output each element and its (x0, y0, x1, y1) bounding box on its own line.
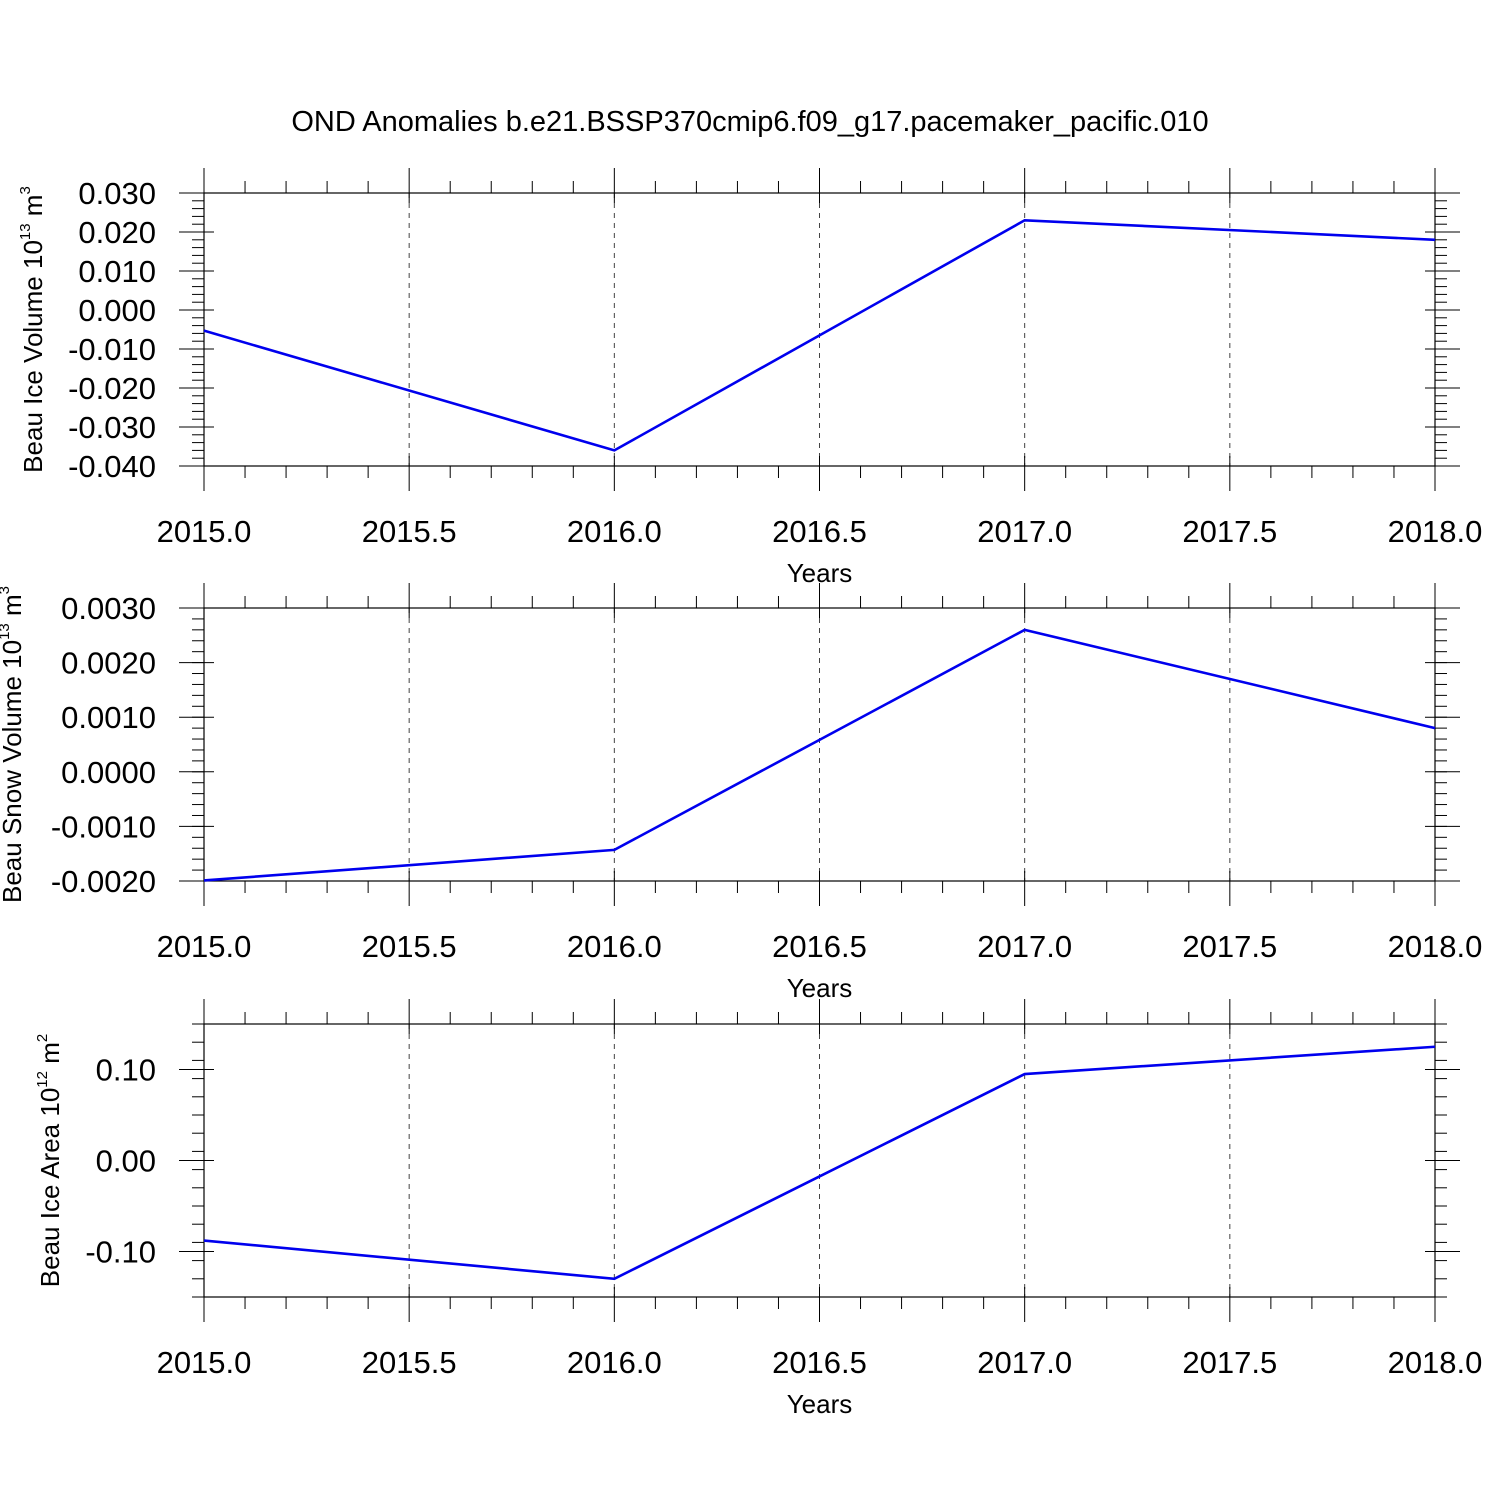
y-tick-label: 0.0010 (61, 700, 156, 735)
y-tick-label: -0.040 (68, 449, 156, 484)
y-tick-label: -0.0020 (51, 864, 156, 899)
y-tick-label: 0.0000 (61, 755, 156, 790)
x-tick-label: 2017.0 (977, 1345, 1072, 1380)
x-tick-label: 2018.0 (1388, 1345, 1483, 1380)
x-tick-label: 2017.5 (1182, 1345, 1277, 1380)
y-tick-label: 0.010 (78, 254, 156, 289)
x-tick-label: 2018.0 (1388, 514, 1483, 549)
panel-1: 2015.0 2015.5 2016.0 2016.5 2017.0 2017.5 2018… (17, 168, 1482, 588)
y-axis-label: Beau Ice Area 1012 m2 (34, 1034, 65, 1287)
series-line-1 (203, 218, 1436, 452)
x-tick-label: 2015.5 (362, 1345, 457, 1380)
x-tick-label: 2015.5 (362, 514, 457, 549)
x-tick-label: 2015.0 (157, 1345, 252, 1380)
y-tick-label: 0.10 (96, 1053, 156, 1088)
y-tick-label: -0.030 (68, 410, 156, 445)
x-tick-label: 2017.0 (977, 929, 1072, 964)
x-tick-label: 2016.5 (772, 1345, 867, 1380)
x-tick-label: 2016.5 (772, 929, 867, 964)
x-tick-label: 2018.0 (1388, 929, 1483, 964)
series-line-1 (203, 628, 1436, 882)
y-axis-label: Beau Ice Volume 1013 m3 (17, 186, 48, 473)
y-tick-label: 0.0020 (61, 646, 156, 681)
x-tick-label: 2017.5 (1182, 929, 1277, 964)
x-tick-label: 2016.0 (567, 514, 662, 549)
panels: 2015.0 2015.5 2016.0 2016.5 2017.0 2017.5 2018… (0, 168, 1482, 1419)
x-axis-label: Years (787, 973, 853, 1003)
y-tick-label: 0.0030 (61, 591, 156, 626)
y-tick-label: -0.10 (85, 1235, 156, 1270)
y-tick-label: -0.010 (68, 332, 156, 367)
x-tick-label: 2015.0 (157, 514, 252, 549)
panel-3: 2015.0 2015.5 2016.0 2016.5 2017.0 2017.5 2018… (34, 999, 1482, 1419)
x-tick-label: 2017.5 (1182, 514, 1277, 549)
x-tick-label: 2016.0 (567, 1345, 662, 1380)
y-tick-label: -0.0010 (51, 809, 156, 844)
y-tick-label: 0.00 (96, 1144, 156, 1179)
x-tick-label: 2016.0 (567, 929, 662, 964)
x-tick-label: 2017.0 (977, 514, 1072, 549)
x-tick-label: 2015.0 (157, 929, 252, 964)
panel-2: 2015.0 2015.5 2016.0 2016.5 2017.0 2017.5 2018… (0, 583, 1482, 1003)
y-tick-label: 0.030 (78, 176, 156, 211)
y-tick-label: 0.000 (78, 293, 156, 328)
y-tick-label: -0.020 (68, 371, 156, 406)
x-tick-label: 2016.5 (772, 514, 867, 549)
series-line-1 (203, 1045, 1436, 1281)
x-axis-label: Years (787, 1389, 853, 1419)
chart-title: OND Anomalies b.e21.BSSP370cmip6.f09_g17… (291, 106, 1208, 138)
y-axis-label: Beau Snow Volume 1013 m3 (0, 586, 27, 903)
x-tick-label: 2015.5 (362, 929, 457, 964)
y-tick-label: 0.020 (78, 215, 156, 250)
